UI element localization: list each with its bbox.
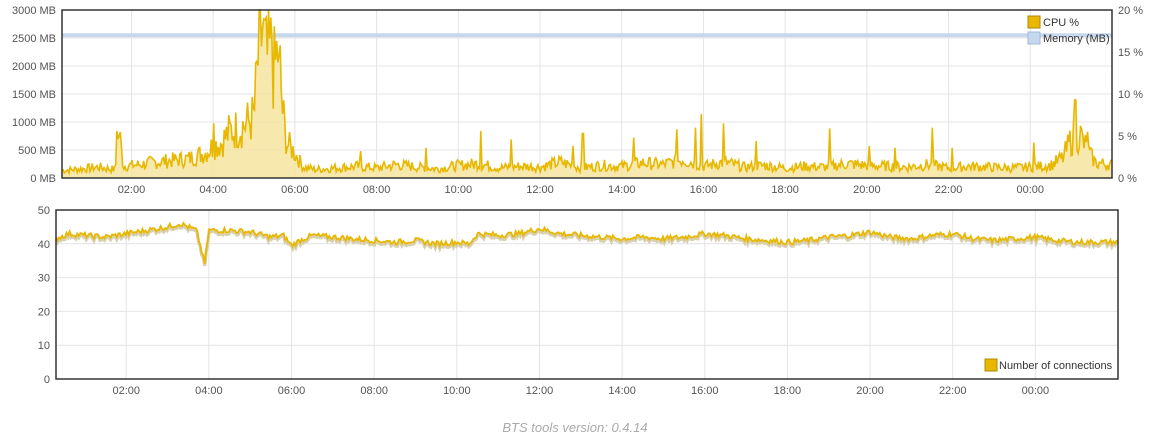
y-tick-label: 1500 MB bbox=[12, 89, 56, 101]
x-tick-label: 20:00 bbox=[853, 184, 881, 196]
x-tick-label: 12:00 bbox=[526, 184, 554, 196]
connections-y-ticks: 0 10 20 30 40 50 bbox=[38, 205, 50, 386]
x-tick-label: 02:00 bbox=[118, 184, 146, 196]
cpu-series-line bbox=[61, 9, 1113, 176]
x-tick-label: 16:00 bbox=[690, 184, 718, 196]
x-tick-label: 14:00 bbox=[608, 385, 636, 397]
x-tick-label: 10:00 bbox=[443, 385, 471, 397]
connections-chart: 02:00 04:00 06:00 08:00 10:00 12:00 14:00 16:00… bbox=[38, 205, 1119, 397]
y-tick-label: 40 bbox=[38, 239, 50, 251]
x-tick-label: 22:00 bbox=[935, 184, 963, 196]
x-tick-label: 04:00 bbox=[199, 184, 227, 196]
connections-frame bbox=[55, 209, 1119, 380]
y-right-tick-label: 0 % bbox=[1118, 173, 1137, 185]
cpu-series-area bbox=[62, 10, 1112, 178]
y-tick-label: 0 MB bbox=[30, 173, 56, 185]
x-tick-label: 00:00 bbox=[1017, 184, 1045, 196]
x-tick-label: 22:00 bbox=[939, 385, 967, 397]
y-tick-label: 30 bbox=[38, 273, 50, 285]
cpu-memory-y-right-ticks: 0 % 5 % 10 % 15 % 20 % bbox=[1118, 5, 1143, 185]
x-tick-label: 06:00 bbox=[278, 385, 306, 397]
y-right-tick-label: 10 % bbox=[1118, 89, 1143, 101]
y-tick-label: 50 bbox=[38, 205, 50, 217]
legend-label-memory: Memory (MB) bbox=[1043, 33, 1110, 45]
y-right-tick-label: 20 % bbox=[1118, 5, 1143, 17]
y-tick-label: 2000 MB bbox=[12, 61, 56, 73]
connections-series bbox=[54, 221, 1119, 267]
version-footer: BTS tools version: 0.4.14 bbox=[502, 420, 648, 435]
y-right-tick-label: 5 % bbox=[1118, 131, 1137, 143]
legend-label-connections: Number of connections bbox=[999, 360, 1113, 372]
y-tick-label: 10 bbox=[38, 340, 50, 352]
x-tick-label: 16:00 bbox=[691, 385, 719, 397]
x-tick-label: 04:00 bbox=[195, 385, 223, 397]
y-tick-label: 0 bbox=[44, 374, 50, 386]
cpu-memory-series bbox=[61, 9, 1113, 178]
legend-label-cpu: CPU % bbox=[1043, 17, 1079, 29]
cpu-memory-frame bbox=[61, 9, 1113, 179]
x-tick-label: 08:00 bbox=[360, 385, 388, 397]
y-tick-label: 20 bbox=[38, 306, 50, 318]
y-right-tick-label: 15 % bbox=[1118, 47, 1143, 59]
connections-series-line bbox=[55, 221, 1119, 265]
cpu-memory-x-ticks: 02:00 04:00 06:00 08:00 10:00 12:00 14:00 16:00… bbox=[118, 184, 1044, 196]
y-tick-label: 1000 MB bbox=[12, 117, 56, 129]
legend-swatch-connections bbox=[984, 358, 998, 372]
x-tick-label: 08:00 bbox=[363, 184, 391, 196]
x-tick-label: 00:00 bbox=[1022, 385, 1050, 397]
x-tick-label: 18:00 bbox=[771, 184, 799, 196]
cpu-memory-legend: CPU % Memory (MB) bbox=[1027, 15, 1110, 45]
y-tick-label: 2500 MB bbox=[12, 33, 56, 45]
y-tick-label: 500 MB bbox=[18, 145, 56, 157]
x-tick-label: 12:00 bbox=[526, 385, 554, 397]
cpu-memory-chart: 02:00 04:00 06:00 08:00 10:00 12:00 14:00 16:00… bbox=[12, 5, 1143, 196]
connections-x-ticks: 02:00 04:00 06:00 08:00 10:00 12:00 14:00 16:00… bbox=[112, 385, 1049, 397]
x-tick-label: 06:00 bbox=[281, 184, 309, 196]
x-tick-label: 14:00 bbox=[608, 184, 636, 196]
cpu-memory-y-left-ticks: 0 MB 500 MB 1000 MB 1500 MB 2000 MB 2500 MB 30… bbox=[12, 5, 56, 185]
x-tick-label: 20:00 bbox=[856, 385, 884, 397]
legend-swatch-cpu bbox=[1027, 15, 1041, 29]
connections-legend: Number of connections bbox=[984, 358, 1113, 372]
legend-swatch-memory bbox=[1027, 31, 1041, 45]
y-tick-label: 3000 MB bbox=[12, 5, 56, 17]
x-tick-label: 02:00 bbox=[112, 385, 140, 397]
x-tick-label: 18:00 bbox=[774, 385, 802, 397]
x-tick-label: 10:00 bbox=[445, 184, 473, 196]
charts-canvas: 02:00 04:00 06:00 08:00 10:00 12:00 14:00 16:00… bbox=[12, 5, 1143, 397]
